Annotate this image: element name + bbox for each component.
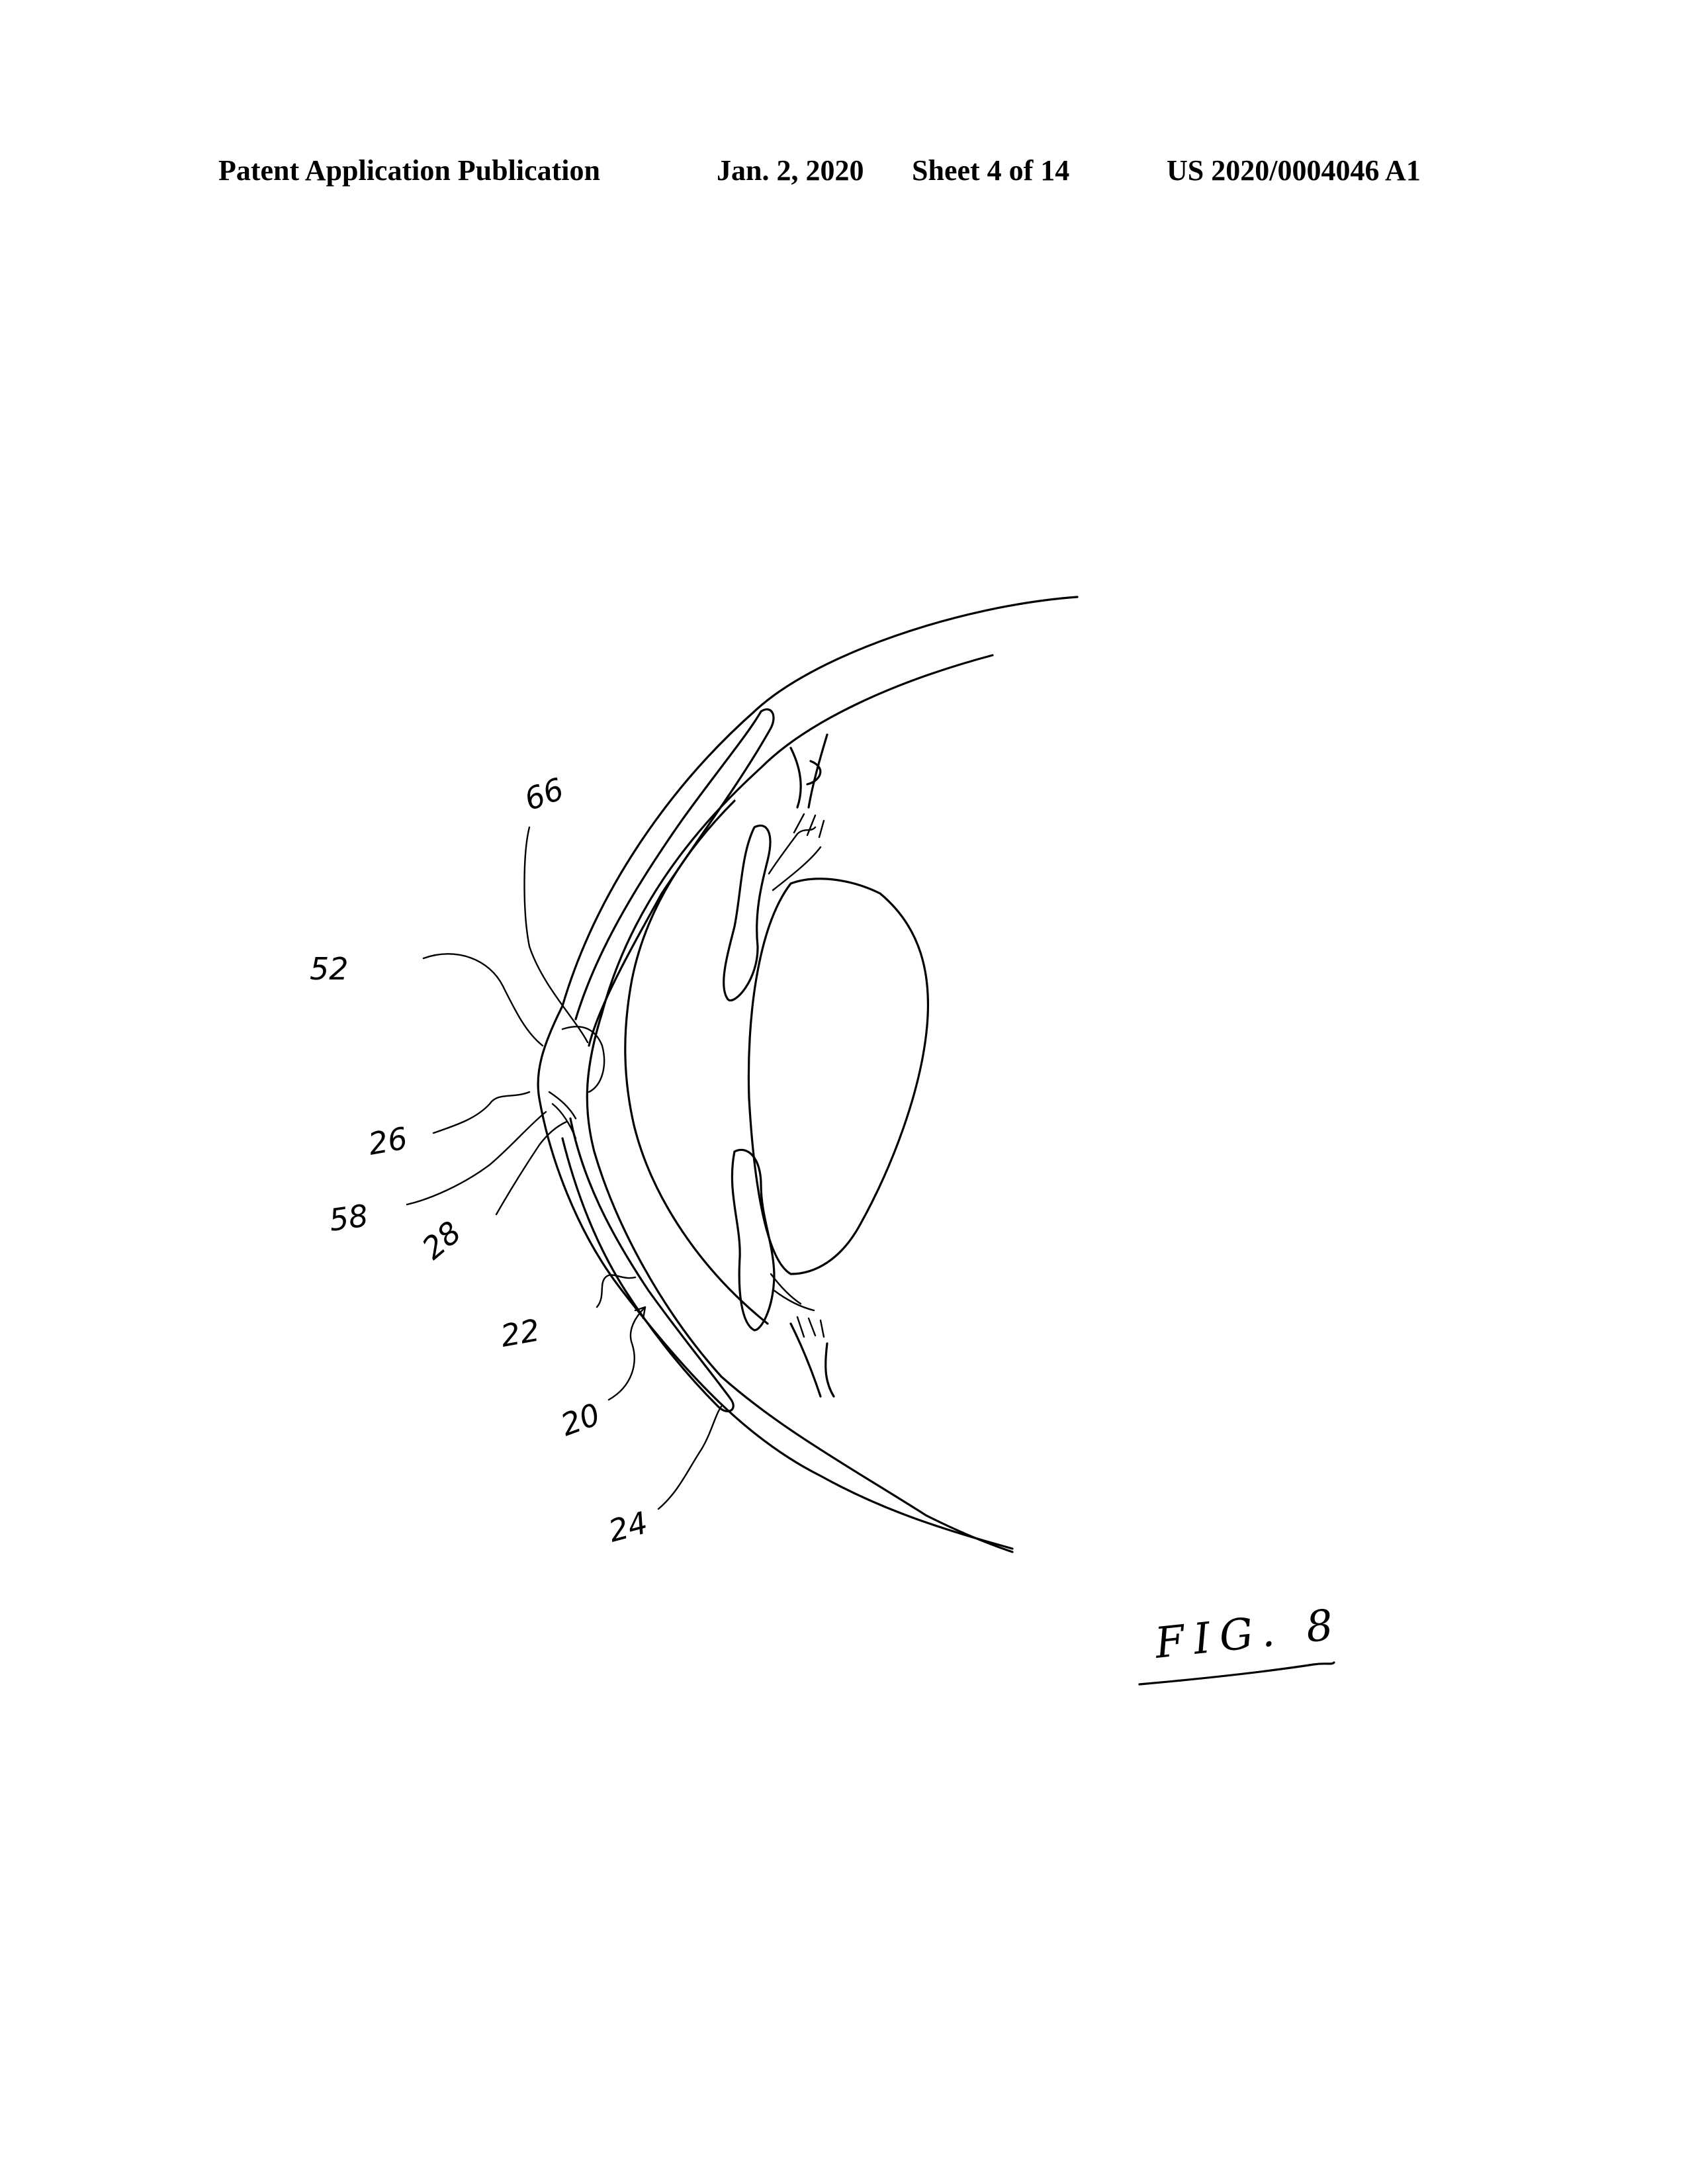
upper-eyelid: [574, 708, 775, 1047]
ref-28: 28: [415, 1214, 468, 1266]
lower-iris: [731, 1148, 776, 1332]
ref-26: 26: [366, 1120, 410, 1161]
upper-iris: [723, 824, 772, 1002]
ref-52: 52: [310, 951, 349, 987]
ref-20: 20: [556, 1396, 604, 1443]
leader-22: [596, 1274, 637, 1308]
ocular-device-upper: [561, 1026, 605, 1093]
leader-28: [495, 1120, 568, 1216]
lower-ciliary-processes: [770, 1273, 825, 1338]
page-header: Patent Application Publication Jan. 2, 2…: [0, 151, 1694, 191]
ref-58: 58: [327, 1197, 370, 1238]
ref-66: 66: [519, 771, 568, 818]
ocular-device-lower: [548, 1091, 577, 1140]
leader-26: [432, 1091, 531, 1134]
leader-24: [657, 1405, 723, 1510]
crystalline-lens: [747, 878, 929, 1275]
upper-ciliary-processes: [768, 813, 825, 891]
patent-number: US 2020/0004046 A1: [1167, 154, 1421, 187]
publication-date: Jan. 2, 2020: [717, 154, 864, 187]
figure-label-underline: [1138, 1661, 1335, 1686]
sheet-number: Sheet 4 of 14: [912, 154, 1070, 187]
lower-ciliary-junction: [789, 1322, 835, 1398]
leader-52: [422, 953, 544, 1047]
leader-66: [523, 826, 589, 1044]
publication-title: Patent Application Publication: [218, 154, 600, 187]
leader-58: [406, 1111, 547, 1206]
lower-eyelid: [561, 1117, 735, 1412]
sclera-inner-line: [586, 654, 1014, 1553]
ref-22: 22: [498, 1312, 543, 1353]
ref-24: 24: [605, 1504, 652, 1549]
upper-sclera-notch: [806, 760, 822, 786]
sclera-outer-line: [537, 596, 1079, 1550]
leader-20-arrow: [634, 1306, 646, 1320]
figure-label: FIG. 8: [1152, 1600, 1345, 1668]
upper-ciliary-junction: [789, 733, 828, 809]
anterior-chamber-line: [624, 799, 769, 1325]
leader-20: [607, 1306, 646, 1401]
